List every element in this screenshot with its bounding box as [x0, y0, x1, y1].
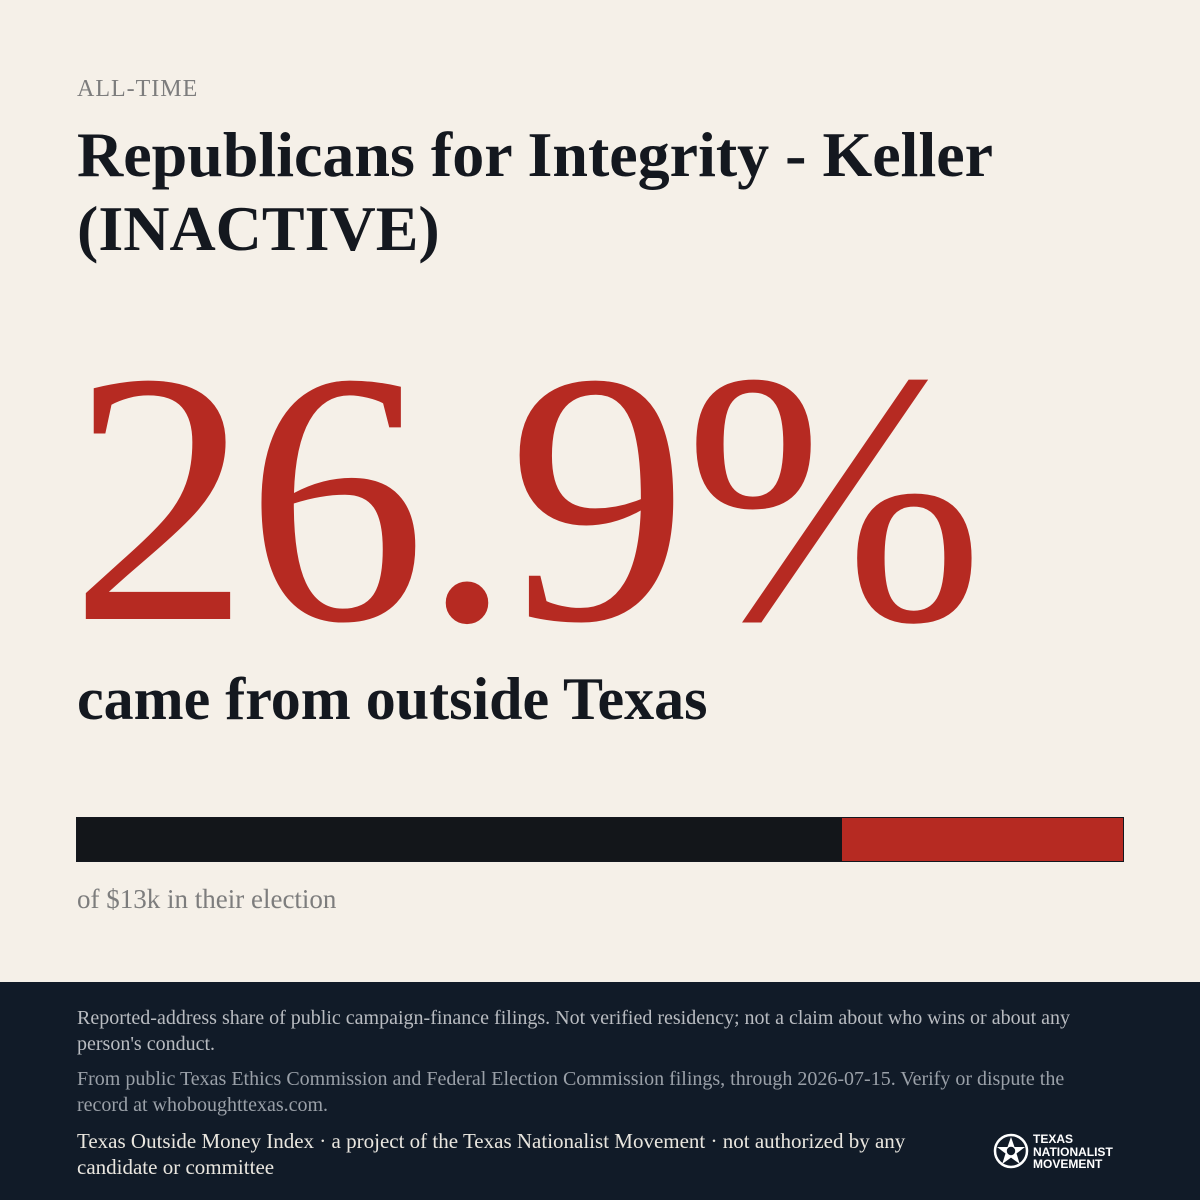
star-seal-icon [993, 1133, 1029, 1169]
tnm-logo: TEXAS NATIONALIST MOVEMENT [993, 1131, 1123, 1173]
logo-wordmark: TEXAS NATIONALIST MOVEMENT [1033, 1133, 1113, 1171]
outside-share-subtitle: came from outside Texas [77, 666, 708, 732]
source-note: From public Texas Ethics Commission and … [77, 1068, 1065, 1116]
committee-title: Republicans for Integrity - Keller (INAC… [77, 119, 992, 264]
total-caption: of $13k in their election [77, 884, 337, 914]
outside-share-percent: 26.9% [70, 298, 984, 697]
credit-line: Texas Outside Money Index · a project of… [77, 1129, 906, 1179]
logo-line-2: NATIONALIST [1033, 1144, 1113, 1159]
period-label: ALL-TIME [77, 76, 199, 102]
share-progress-bar [76, 817, 1124, 862]
inside-share-fill [77, 818, 842, 861]
disclaimer-note: Reported-address share of public campaig… [77, 1007, 1071, 1055]
logo-line-3: MOVEMENT [1033, 1157, 1103, 1171]
logo-line-1: TEXAS [1033, 1132, 1074, 1146]
